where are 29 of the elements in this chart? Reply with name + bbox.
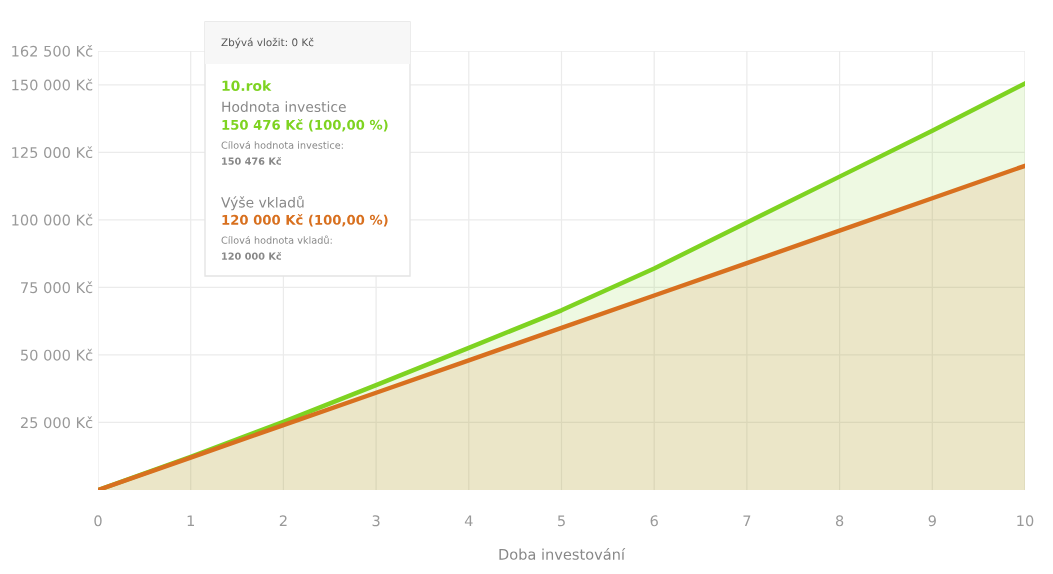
x-tick-label: 8 xyxy=(835,515,844,527)
x-tick-label: 0 xyxy=(94,515,102,527)
y-tick-label: 50 000 Kč xyxy=(21,348,93,361)
annotation: 150 476 Kč xyxy=(222,156,282,165)
y-tick-label: 150 000 Kč xyxy=(12,78,93,91)
x-tick-label: 4 xyxy=(464,515,473,527)
x-tick-label: 5 xyxy=(557,515,565,527)
x-tick-label: 7 xyxy=(743,515,751,527)
annotation: Výše vkladů xyxy=(221,195,304,211)
annotation: Cílová hodnota investice: xyxy=(221,140,343,149)
annotation: 10.rok xyxy=(222,80,272,92)
y-tick-label: 162 500 Kč xyxy=(12,44,93,57)
y-tick-label: 100 000 Kč xyxy=(12,213,93,226)
annotation: 120 000 Kč xyxy=(222,251,282,260)
x-tick-label: 2 xyxy=(279,515,287,527)
annotation: Cílová hodnota vkladů: xyxy=(221,235,332,244)
y-tick-label: 125 000 Kč xyxy=(12,146,93,159)
x-tick-label: 6 xyxy=(650,515,658,527)
x-tick-label: 1 xyxy=(187,515,194,527)
y-tick-label: 75 000 Kč xyxy=(21,281,93,294)
annotation: Hodnota investice xyxy=(222,101,346,113)
x-tick-label: 3 xyxy=(372,515,380,527)
annotation: 120 000 Kč (100,00 %) xyxy=(222,214,388,227)
x-tick-label: 10 xyxy=(1017,515,1034,527)
x-tick-label: 9 xyxy=(928,515,936,527)
y-tick-label: 25 000 Kč xyxy=(20,416,93,429)
x-axis-title: Doba investování xyxy=(499,547,626,560)
annotation: 150 476 Kč (100,00 %) xyxy=(222,119,388,132)
text: Zbývá vložit: 0 Kč xyxy=(221,37,314,49)
